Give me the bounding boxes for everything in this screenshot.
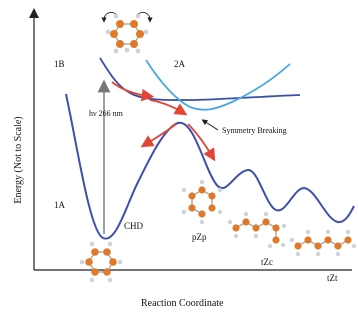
molecule-pzp	[181, 179, 223, 225]
species-label-pzp: pZp	[192, 232, 207, 242]
ground-state-curve	[65, 93, 355, 240]
x-axis-label: Reaction Coordinate	[141, 298, 224, 309]
axes	[29, 8, 352, 271]
excited-2a-curve	[145, 59, 291, 111]
red-arrow-right-down	[187, 123, 216, 162]
species-label-chd: CHD	[124, 221, 144, 231]
y-axis-arrowhead	[29, 8, 39, 18]
molecule-top	[101, 11, 153, 54]
molecule-tzc	[227, 211, 287, 249]
excited-1b-curve	[99, 57, 301, 101]
state-label-1a: 1A	[54, 200, 65, 210]
state-label-1b: 1B	[54, 59, 65, 69]
red-arrow-upper	[111, 81, 155, 102]
molecule-chd	[79, 241, 123, 283]
symmetry-breaking-label: Symmetry Breaking	[222, 126, 287, 135]
symmetry-pointer	[201, 119, 219, 131]
excitation-label: hν 266 nm	[89, 109, 123, 118]
red-arrow-left-down	[140, 123, 177, 148]
y-axis-label: Energy (Not to Scale)	[13, 116, 24, 204]
state-label-2a: 2A	[174, 59, 185, 69]
wavepacket-arrows	[111, 81, 216, 162]
molecule-tzt	[289, 229, 357, 257]
species-label-tzc: tZc	[261, 257, 273, 267]
red-arrow-to-ci	[149, 99, 188, 116]
species-label-tzt: tZt	[327, 273, 338, 283]
